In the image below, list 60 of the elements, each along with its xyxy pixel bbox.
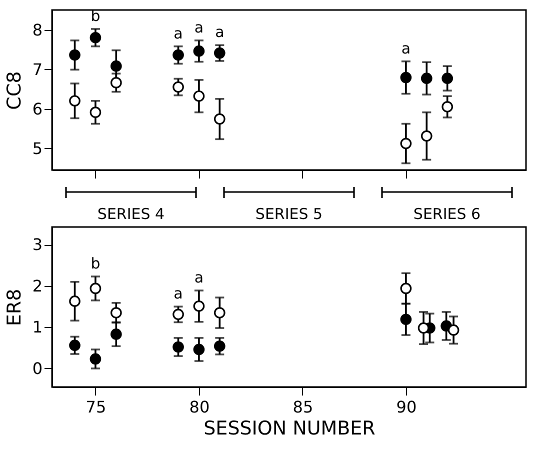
point — [214, 47, 226, 59]
annotation: a — [401, 39, 411, 58]
point — [418, 322, 430, 334]
point — [193, 344, 205, 356]
y-tick-label: 2 — [32, 276, 42, 296]
point — [214, 340, 226, 352]
point — [400, 282, 412, 294]
y-tick-label: 6 — [32, 99, 42, 118]
point — [90, 353, 102, 365]
point — [69, 296, 80, 307]
annotation: a — [174, 284, 183, 303]
point — [172, 49, 184, 61]
point — [69, 95, 80, 107]
annotation: b — [90, 254, 100, 272]
point — [400, 72, 412, 84]
text: SERIES 5 — [255, 205, 323, 223]
point — [69, 340, 80, 352]
x-tick-label: 75 — [86, 398, 106, 416]
point — [110, 60, 122, 72]
point — [110, 77, 122, 88]
point — [172, 81, 184, 93]
point — [420, 130, 432, 142]
annotation: b — [90, 6, 100, 25]
point — [90, 106, 102, 118]
point — [448, 324, 460, 336]
y-tick-label: 7 — [32, 60, 42, 79]
point — [69, 49, 80, 61]
point — [110, 328, 122, 340]
y-axis-title: CC8 — [3, 71, 26, 110]
annotation: a — [194, 268, 204, 287]
y-tick-label: 1 — [32, 318, 42, 337]
text: SERIES 4 — [97, 205, 165, 223]
point — [172, 341, 184, 353]
text: SERIES 6 — [413, 205, 481, 223]
point — [442, 101, 454, 112]
point — [420, 72, 432, 84]
annotation: a — [215, 23, 224, 42]
y-axis-title: ER8 — [3, 288, 26, 326]
point — [193, 90, 205, 102]
annotation: a — [194, 18, 204, 36]
point — [90, 32, 102, 44]
point — [442, 72, 454, 84]
point — [400, 138, 412, 150]
point — [90, 282, 102, 294]
point — [214, 307, 226, 318]
x-tick-label: 90 — [396, 398, 417, 416]
point — [172, 308, 184, 320]
point — [193, 300, 205, 312]
point — [400, 314, 412, 326]
x-tick-label: 85 — [292, 398, 314, 416]
x-tick-label: 80 — [189, 398, 210, 416]
y-tick-label: 8 — [32, 20, 42, 40]
y-tick-label: 0 — [32, 358, 42, 378]
point — [214, 113, 226, 125]
point — [193, 45, 205, 57]
y-tick-label: 3 — [32, 235, 42, 254]
annotation: a — [174, 24, 183, 42]
y-tick-label: 5 — [32, 138, 42, 158]
x-axis-title: SESSION NUMBER — [204, 418, 376, 440]
point — [110, 307, 122, 318]
